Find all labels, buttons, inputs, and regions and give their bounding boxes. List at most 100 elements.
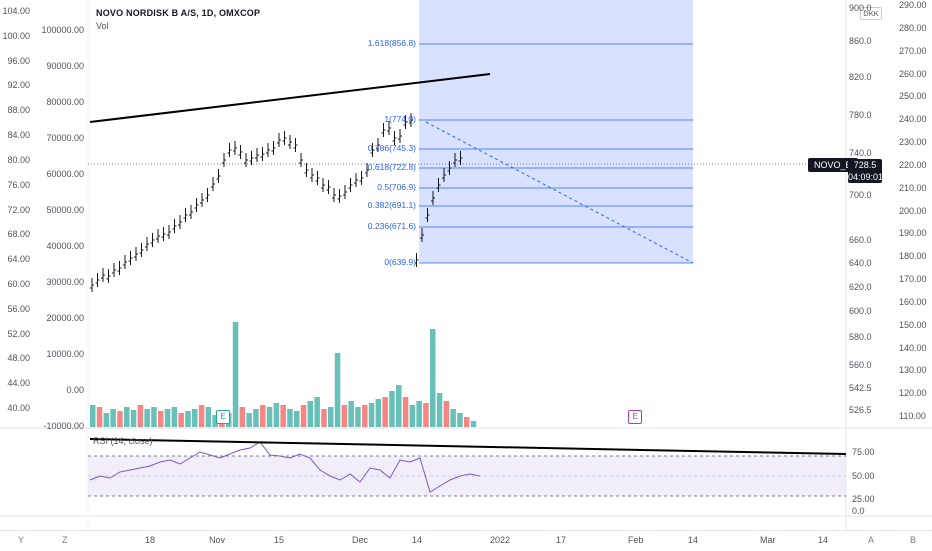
volume-axis-tick: 90000.00 bbox=[46, 61, 84, 71]
ohlc-bar bbox=[205, 188, 210, 202]
volume-bar bbox=[443, 401, 450, 427]
price-axis-tick: 820.0 bbox=[849, 72, 872, 82]
price-axis-tick: 660.0 bbox=[849, 235, 872, 245]
left-axis-tick: 100.00 bbox=[2, 30, 30, 41]
volume-bar bbox=[300, 405, 307, 427]
ohlc-bar bbox=[348, 178, 353, 192]
fib-level-label: 1.618(856.8) bbox=[367, 38, 416, 48]
left-axis-tick: 72.00 bbox=[7, 204, 30, 215]
right-axis-tick: 130.00 bbox=[899, 365, 927, 376]
ohlc-bar bbox=[420, 228, 424, 242]
right-axis-tick: 110.00 bbox=[899, 411, 926, 421]
price-axis-tick: 580.0 bbox=[849, 332, 872, 342]
price-label: 728.5 04:09:01 bbox=[848, 159, 883, 183]
ohlc-bar bbox=[233, 141, 237, 155]
ohlc-bar bbox=[167, 225, 171, 239]
ohlc-bar bbox=[282, 131, 287, 145]
volume-bar bbox=[464, 417, 470, 427]
ohlc-bar bbox=[101, 268, 105, 282]
ohlc-bar bbox=[112, 263, 116, 277]
volume-bar bbox=[402, 397, 409, 427]
timeframe-button[interactable]: Y bbox=[18, 535, 25, 545]
volume-axis-tick: 10000.00 bbox=[46, 349, 84, 359]
volume-bar bbox=[273, 403, 280, 427]
earnings-marker[interactable]: E bbox=[216, 410, 230, 424]
ohlc-bar bbox=[321, 178, 325, 192]
ohlc-bar bbox=[183, 208, 188, 222]
zoom-button[interactable]: Z bbox=[62, 535, 68, 545]
left-axis-tick: 92.00 bbox=[7, 80, 30, 91]
ohlc-bar bbox=[332, 188, 336, 202]
ohlc-bar bbox=[436, 178, 441, 192]
volume-axis-tick: -10000.00 bbox=[43, 421, 84, 431]
volume-bar bbox=[198, 405, 205, 427]
ohlc-bar bbox=[150, 233, 155, 247]
price-axis-tick: 600.0 bbox=[849, 306, 872, 316]
ohlc-bar bbox=[403, 115, 408, 129]
volume-bar bbox=[178, 413, 184, 427]
time-axis-label: 15 bbox=[274, 535, 285, 545]
earnings-marker-upcoming[interactable]: E bbox=[628, 410, 642, 424]
price-axis-tick: 526.5 bbox=[849, 405, 872, 415]
rsi-axis-tick: 0.0 bbox=[852, 506, 865, 516]
rsi-axis-tick: 50.00 bbox=[852, 471, 875, 481]
volume-bar bbox=[423, 403, 429, 427]
price-axis-tick: 542.5 bbox=[849, 383, 872, 393]
right-axis-tick: 140.00 bbox=[899, 342, 927, 353]
left-axis-tick: 44.00 bbox=[7, 378, 30, 389]
volume-bar bbox=[124, 407, 130, 427]
ohlc-bar bbox=[453, 153, 457, 167]
ohlc-bar bbox=[249, 151, 254, 165]
right-axis-tick: 240.00 bbox=[899, 114, 927, 125]
volume-bar bbox=[137, 405, 144, 427]
price-axis-tick: 860.0 bbox=[849, 36, 872, 46]
volume-bar bbox=[348, 401, 354, 427]
auto-scale-button[interactable]: A bbox=[868, 535, 875, 545]
last-price: 728.5 bbox=[853, 160, 877, 170]
volume-bar bbox=[321, 409, 327, 427]
volume-bar bbox=[334, 353, 341, 427]
right-axis-tick: 280.00 bbox=[899, 22, 927, 33]
volume-bar bbox=[171, 407, 178, 427]
settings-button[interactable]: B bbox=[910, 535, 917, 545]
volume-bar bbox=[280, 405, 286, 427]
ohlc-bar bbox=[277, 133, 281, 147]
volume-axis-tick: 50000.00 bbox=[46, 205, 84, 215]
left-axis-tick: 64.00 bbox=[7, 254, 30, 265]
currency-badge[interactable]: DKK bbox=[860, 7, 882, 20]
volume-axis-tick: 100000.00 bbox=[41, 25, 84, 35]
volume-axis-tick: 70000.00 bbox=[46, 133, 84, 143]
volume-bar bbox=[436, 393, 443, 427]
time-axis-label: Nov bbox=[209, 535, 226, 545]
price-bars bbox=[90, 113, 463, 292]
ohlc-bar bbox=[211, 177, 215, 191]
volume-bar bbox=[246, 413, 252, 427]
left-axis-tick: 76.00 bbox=[7, 179, 30, 190]
right-axis-tick: 290.00 bbox=[899, 0, 927, 10]
volume-bar bbox=[239, 407, 246, 427]
fib-trend-dashed bbox=[425, 121, 694, 264]
fib-level-label: 0.382(691.1) bbox=[367, 200, 416, 210]
fib-zone bbox=[419, 0, 693, 263]
left-axis-tick: 52.00 bbox=[7, 328, 30, 339]
volume-bar bbox=[382, 397, 388, 427]
rsi-line bbox=[89, 441, 481, 493]
ohlc-bar bbox=[106, 269, 111, 283]
volume-bar bbox=[103, 413, 110, 427]
ohlc-bar bbox=[381, 123, 386, 137]
right-axis-tick: 250.00 bbox=[899, 91, 927, 102]
ohlc-bar bbox=[458, 151, 463, 165]
ohlc-bar bbox=[337, 189, 342, 203]
fib-level-label: 1(774.0) bbox=[384, 114, 416, 124]
ohlc-bar bbox=[222, 153, 226, 167]
price-axis-tick: 560.0 bbox=[849, 360, 872, 370]
rsi-axis-tick: 25.00 bbox=[852, 494, 875, 504]
volume-bar bbox=[212, 415, 218, 427]
ohlc-bar bbox=[425, 208, 430, 222]
volume-bar bbox=[90, 405, 96, 427]
ohlc-bar bbox=[178, 215, 182, 229]
ohlc-bar bbox=[293, 138, 298, 152]
ohlc-bar bbox=[260, 147, 265, 161]
ohlc-bar bbox=[134, 247, 138, 261]
